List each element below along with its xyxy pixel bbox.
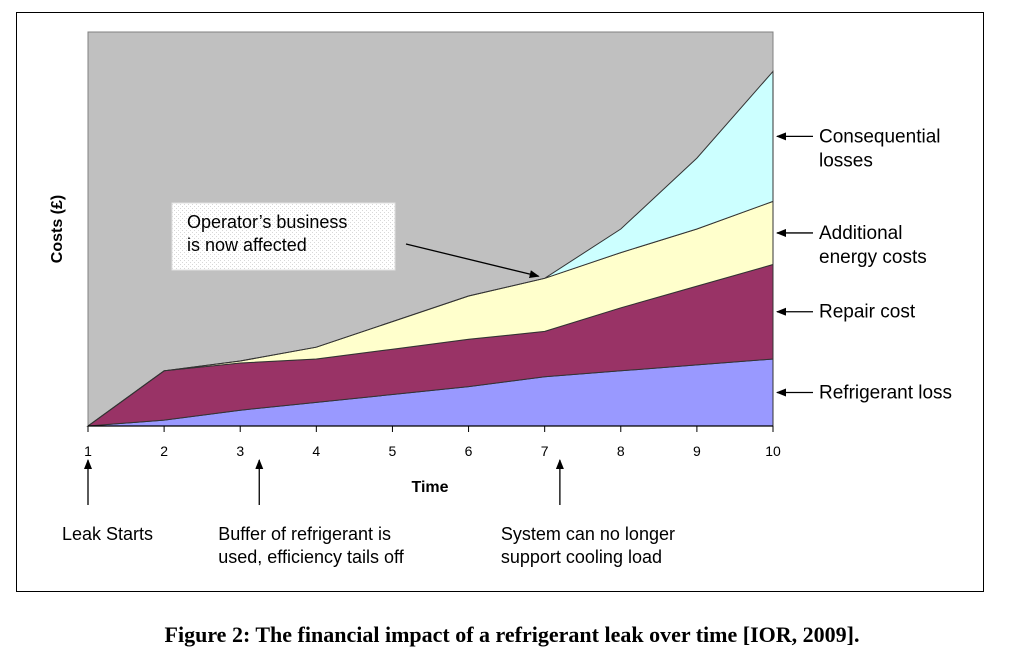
x-tick-label: 9 — [693, 443, 701, 459]
legend-label-consequential-losses: losses — [819, 150, 873, 171]
event-label: support cooling load — [501, 547, 662, 567]
event-label: Buffer of refrigerant is — [218, 524, 391, 544]
chart: 1 2 3 4 5 6 7 8 9 10 Time Costs (£) Consequential… — [0, 0, 1024, 610]
event-label: System can no longer — [501, 524, 675, 544]
x-tick-label: 6 — [465, 443, 473, 459]
legend-label-refrigerant-loss: Refrigerant loss — [819, 383, 952, 404]
figure-caption: Figure 2: The financial impact of a refr… — [0, 622, 1024, 648]
business-note-text: Operator’s business — [187, 212, 347, 232]
legend-label-repair-cost: Repair cost — [819, 302, 916, 323]
x-tick-label: 2 — [160, 443, 168, 459]
x-tick-label: 8 — [617, 443, 625, 459]
business-note-text: is now affected — [187, 235, 307, 255]
y-axis-title: Costs (£) — [49, 195, 66, 263]
x-tick-label: 7 — [541, 443, 549, 459]
x-tick-label: 10 — [765, 443, 781, 459]
x-tick-label: 4 — [312, 443, 320, 459]
x-axis-title: Time — [411, 479, 448, 496]
legend-label-consequential-losses: Consequential — [819, 126, 940, 147]
legend-label-additional-energy-costs: energy costs — [819, 247, 927, 268]
event-label: Leak Starts — [62, 524, 153, 544]
x-tick-label: 5 — [389, 443, 397, 459]
legend-label-additional-energy-costs: Additional — [819, 223, 902, 244]
x-tick-label: 1 — [84, 443, 92, 459]
event-label: used, efficiency tails off — [218, 547, 404, 567]
x-tick-label: 3 — [236, 443, 244, 459]
